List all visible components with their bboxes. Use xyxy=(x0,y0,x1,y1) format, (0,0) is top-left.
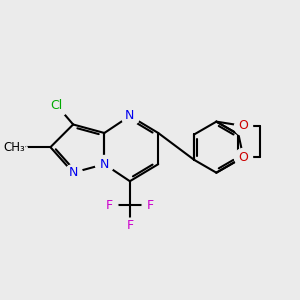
Text: O: O xyxy=(238,119,248,132)
Text: Cl: Cl xyxy=(50,99,63,112)
Text: F: F xyxy=(147,199,154,212)
Text: F: F xyxy=(126,219,134,232)
Text: CH₃: CH₃ xyxy=(3,141,25,154)
Text: N: N xyxy=(125,110,135,122)
Text: N: N xyxy=(68,166,78,179)
Text: O: O xyxy=(238,151,248,164)
Text: F: F xyxy=(106,199,113,212)
Text: N: N xyxy=(100,158,109,171)
